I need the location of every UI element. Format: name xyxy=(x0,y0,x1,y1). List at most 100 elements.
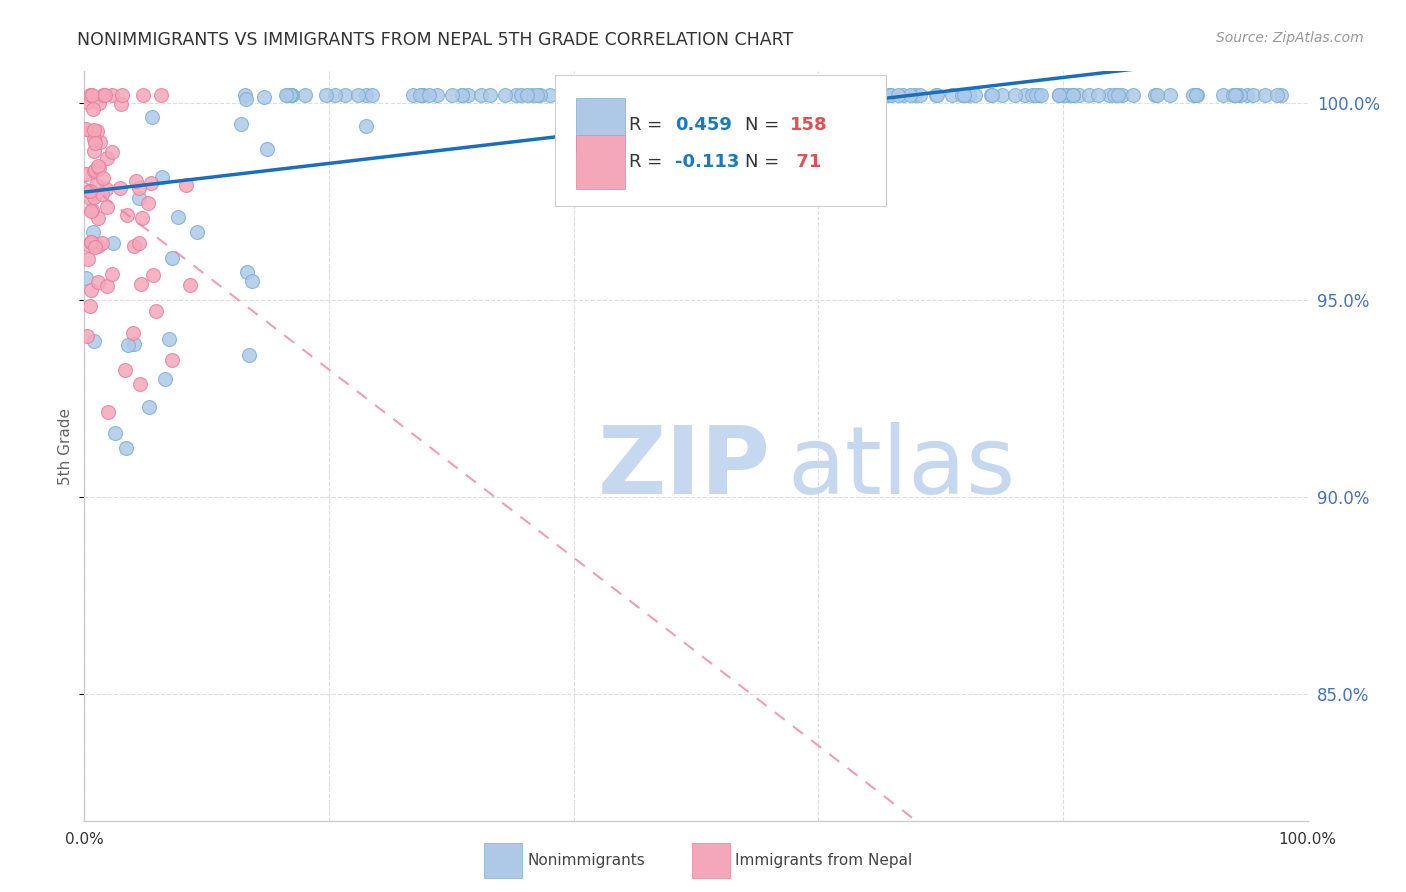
Point xyxy=(335,88,357,103)
Point xyxy=(138,400,160,414)
Point xyxy=(613,88,636,103)
Point xyxy=(716,88,738,103)
Point xyxy=(941,88,963,103)
Point xyxy=(101,235,124,250)
FancyBboxPatch shape xyxy=(692,843,730,878)
Point xyxy=(1212,88,1234,103)
Point xyxy=(354,119,377,133)
Point xyxy=(817,88,839,103)
Point xyxy=(1229,88,1251,103)
Point xyxy=(79,235,101,249)
Point xyxy=(529,88,551,103)
Point xyxy=(1265,88,1288,103)
Point xyxy=(807,88,830,103)
Point xyxy=(79,299,101,313)
Point xyxy=(640,88,662,103)
Point xyxy=(166,211,188,225)
Point xyxy=(457,88,479,103)
Text: -0.113: -0.113 xyxy=(675,153,740,171)
Point xyxy=(96,279,118,293)
Point xyxy=(1021,88,1043,103)
Point xyxy=(323,88,346,103)
Point xyxy=(80,123,103,137)
Point xyxy=(1062,88,1084,103)
Point xyxy=(157,332,180,346)
Point xyxy=(174,178,197,193)
Point xyxy=(83,144,105,158)
Point xyxy=(89,136,111,150)
Point xyxy=(315,88,337,103)
Point xyxy=(141,111,163,125)
Point xyxy=(86,124,108,138)
Point xyxy=(94,182,117,196)
Point xyxy=(128,181,150,195)
Point xyxy=(538,88,561,103)
Point xyxy=(80,283,103,297)
Point xyxy=(1047,88,1070,103)
Point xyxy=(588,88,610,103)
Point xyxy=(980,88,1002,103)
Point xyxy=(128,191,150,205)
Point xyxy=(91,170,114,185)
Text: R =: R = xyxy=(628,116,668,134)
Point xyxy=(1047,88,1070,103)
Point xyxy=(150,170,173,185)
Point xyxy=(131,88,153,103)
Point xyxy=(773,88,796,103)
Point xyxy=(83,163,105,178)
Text: Nonimmigrants: Nonimmigrants xyxy=(527,853,645,868)
Point xyxy=(97,405,120,419)
Point xyxy=(711,88,734,103)
Point xyxy=(1122,88,1144,103)
Point xyxy=(898,88,921,103)
Point xyxy=(713,88,735,103)
Point xyxy=(1236,88,1258,103)
Point xyxy=(83,239,105,253)
Point xyxy=(86,275,108,289)
Point xyxy=(505,88,527,103)
Point xyxy=(162,251,184,265)
Point xyxy=(1062,88,1084,103)
Point xyxy=(87,161,110,176)
Point xyxy=(114,441,136,455)
Point xyxy=(849,88,872,103)
Point xyxy=(1102,88,1125,103)
Point xyxy=(735,88,758,103)
Point xyxy=(1031,88,1053,103)
Point xyxy=(589,88,612,103)
Point xyxy=(637,88,659,103)
Text: Immigrants from Nepal: Immigrants from Nepal xyxy=(735,853,912,868)
Point xyxy=(745,88,768,103)
Point xyxy=(114,363,136,377)
Point xyxy=(86,178,108,193)
Point xyxy=(1241,88,1264,103)
Point xyxy=(950,88,973,103)
Point xyxy=(877,88,900,103)
Point xyxy=(925,88,948,103)
Point xyxy=(111,88,134,103)
Point xyxy=(240,274,263,288)
Point xyxy=(361,88,384,103)
Point xyxy=(79,184,101,198)
Point xyxy=(634,88,657,103)
Point xyxy=(1185,88,1208,103)
Point xyxy=(101,268,124,282)
Point xyxy=(129,277,152,291)
Point xyxy=(451,88,474,103)
Point xyxy=(478,88,501,103)
Point xyxy=(1025,88,1047,103)
Point xyxy=(75,167,97,181)
Point xyxy=(75,121,97,136)
Point xyxy=(1047,88,1070,103)
Point xyxy=(145,304,167,318)
Point xyxy=(925,88,948,103)
Text: ZIP: ZIP xyxy=(598,423,770,515)
Point xyxy=(581,88,603,103)
Point xyxy=(879,88,901,103)
Point xyxy=(94,88,117,103)
Point xyxy=(412,88,434,103)
Point xyxy=(1052,88,1074,103)
Point xyxy=(1077,88,1099,103)
Point xyxy=(626,88,648,103)
Point xyxy=(581,88,603,103)
